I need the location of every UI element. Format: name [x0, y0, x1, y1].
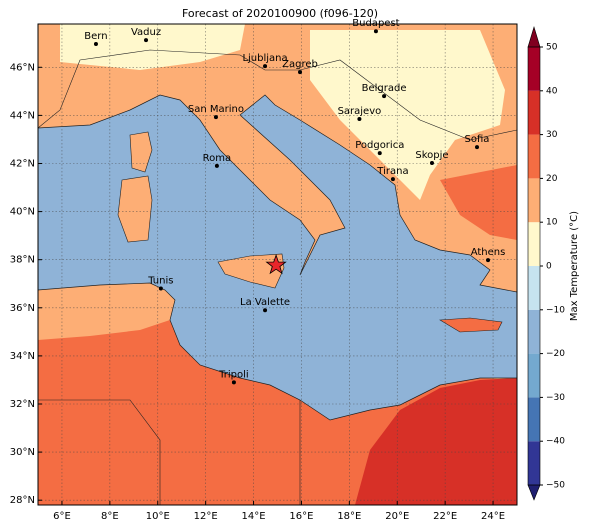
city-label: Podgorica [355, 140, 404, 151]
x-tick-label: 14°E [242, 511, 266, 522]
colorbar-segment [528, 397, 540, 442]
corsica [129, 131, 153, 173]
city-label: Ljubljana [242, 53, 287, 64]
city-dot [263, 308, 268, 313]
city-label: San Marino [188, 104, 244, 115]
colorbar-segment [528, 178, 540, 223]
city-dot [213, 115, 218, 120]
city-dot [231, 380, 236, 385]
colorbar-tick-label: −20 [546, 349, 565, 359]
y-tick-label: 28°N [10, 495, 35, 506]
city-dot [429, 161, 434, 166]
city-label: Athens [471, 247, 506, 258]
city-dot [144, 38, 149, 43]
city-dot [263, 64, 268, 69]
x-tick-label: 24°E [481, 511, 505, 522]
colorbar-tick-label: 10 [546, 218, 558, 228]
city-label: Roma [203, 153, 232, 164]
city-label: Sarajevo [338, 106, 382, 117]
x-tick-label: 10°E [146, 511, 170, 522]
x-tick-label: 6°E [53, 511, 71, 522]
colorbar-segment [528, 309, 540, 354]
hot-zone [355, 378, 517, 505]
x-tick-label: 16°E [289, 511, 313, 522]
city-label: Vaduz [131, 27, 161, 38]
city-dot [357, 116, 362, 121]
colorbar-tick-label: 30 [546, 130, 558, 140]
x-tick-label: 12°E [194, 511, 218, 522]
y-tick-label: 32°N [10, 399, 35, 410]
city-label: Sofia [465, 134, 490, 145]
balkan-cool-zone [310, 30, 505, 200]
colorbar-segment [528, 47, 540, 91]
y-tick-label: 34°N [10, 351, 35, 362]
colorbar-segment [528, 266, 540, 310]
x-tick-label: 22°E [433, 511, 457, 522]
x-tick-label: 20°E [385, 511, 409, 522]
city-label: Bern [84, 31, 107, 42]
colorbar-segment [528, 353, 540, 398]
city-dot [158, 286, 163, 291]
city-dot [377, 151, 382, 156]
colorbar-tick-label: −50 [546, 481, 565, 491]
city-dot [93, 41, 98, 46]
city-label: La Valette [240, 297, 290, 308]
colorbar-segment [528, 90, 540, 135]
colorbar-tick-label: 20 [546, 174, 558, 184]
x-tick-label: 18°E [337, 511, 361, 522]
map-layers [38, 24, 517, 505]
location-marker [265, 253, 287, 275]
x-tick-label: 8°E [101, 511, 119, 522]
colorbar-under [527, 484, 541, 501]
colorbar-tick-label: 50 [546, 43, 558, 53]
axes-frame [37, 23, 518, 506]
y-tick-label: 44°N [10, 110, 35, 121]
colorbar-tick-label: −10 [546, 305, 565, 315]
colorbar-label: Max Temperature (°C) [569, 211, 580, 321]
colorbar-segment [528, 222, 540, 266]
africa-coast-zone [38, 283, 175, 340]
warm-zone [440, 165, 517, 240]
y-tick-label: 30°N [10, 447, 35, 458]
y-tick-label: 42°N [10, 158, 35, 169]
city-label: Tripoli [218, 369, 249, 380]
colorbar-tick-label: 0 [546, 262, 552, 272]
city-dot [214, 163, 219, 168]
title: Forecast of 2020100900 (f096-120) [182, 7, 378, 20]
border [38, 399, 161, 505]
colorbar-tick-label: −30 [546, 393, 565, 403]
colorbar-segment [528, 134, 540, 179]
city-label: Budapest [352, 18, 399, 29]
sardinia [117, 175, 153, 243]
y-tick-label: 38°N [10, 255, 35, 266]
city-label: Tunis [147, 276, 173, 287]
colorbar-segment [528, 441, 540, 485]
y-tick-label: 36°N [10, 303, 35, 314]
city-dot [390, 177, 395, 182]
border [38, 49, 517, 141]
city-label: Tirana [376, 166, 408, 177]
colorbar-over [527, 25, 541, 48]
city-dot [486, 258, 491, 263]
city-label: Belgrade [362, 83, 407, 94]
city-dot [373, 29, 378, 34]
colorbar-tick-label: −40 [546, 437, 565, 447]
city-dot [475, 145, 480, 150]
city-dot [382, 94, 387, 99]
alps-cool-zone [60, 24, 245, 70]
y-tick-label: 40°N [10, 207, 35, 218]
city-dot [298, 70, 303, 75]
colorbar-tick-label: 40 [546, 86, 558, 96]
crete [439, 317, 503, 333]
city-label: Zagreb [282, 59, 318, 70]
y-tick-label: 46°N [10, 62, 35, 73]
city-label: Skopje [415, 150, 448, 161]
